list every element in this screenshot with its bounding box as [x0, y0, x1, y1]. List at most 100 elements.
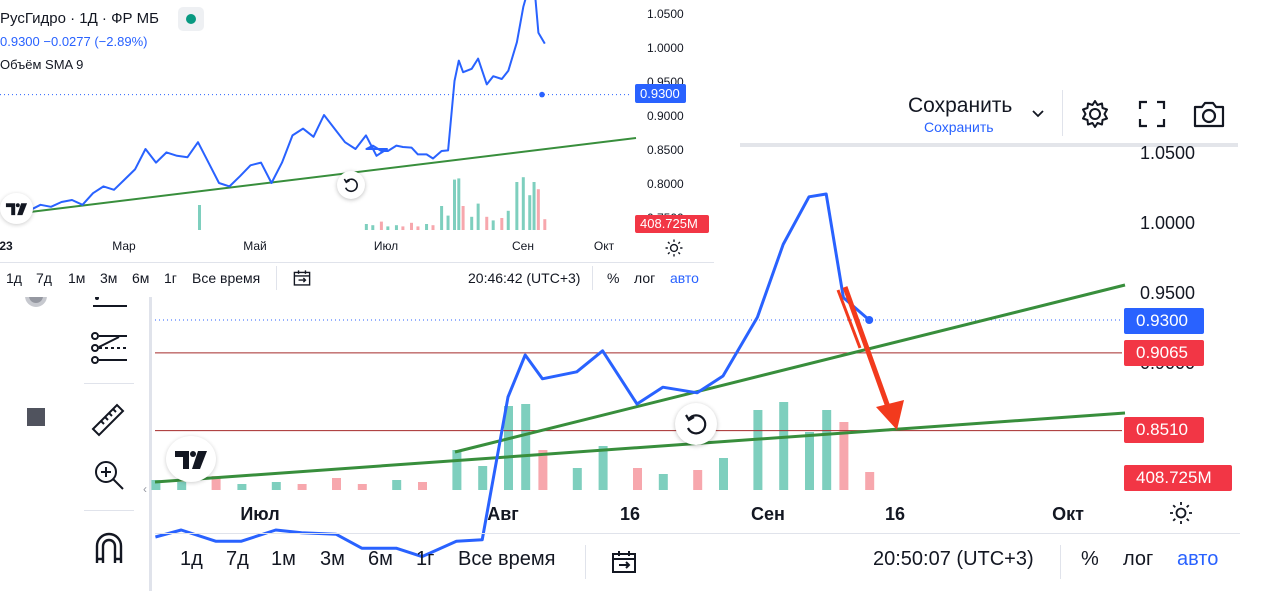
inset-current-price-badge: 0.9300 — [635, 84, 686, 103]
inset-volume-bar — [416, 226, 420, 230]
reset-chart-icon[interactable] — [675, 403, 717, 445]
bottom-bar-border — [155, 533, 1240, 534]
inset-log-toggle[interactable]: лог — [634, 270, 656, 286]
annotation-arrow — [836, 289, 862, 349]
volume-bar — [633, 468, 642, 490]
inset-volume-bar — [364, 224, 368, 230]
volume-bar — [719, 458, 728, 490]
header-bottom-border — [740, 143, 1238, 147]
volume-bar — [297, 484, 307, 490]
volume-badge: 408.725M — [1124, 465, 1232, 491]
gear-icon[interactable] — [1079, 98, 1111, 135]
time-axis-label: Июл — [240, 504, 279, 524]
volume-bar — [658, 474, 668, 490]
inset-volume-bar — [386, 226, 390, 230]
collapse-toolbar-icon[interactable]: ‹ — [143, 482, 147, 496]
magnet-icon[interactable] — [80, 529, 138, 569]
inset-price-axis-label: 1.0500 — [647, 7, 684, 21]
percent-toggle[interactable]: % — [1081, 548, 1099, 570]
inset-bottom-border — [0, 262, 714, 263]
fullscreen-icon[interactable] — [1138, 100, 1166, 133]
volume-bar — [521, 404, 531, 490]
inset-volume-bar — [461, 206, 465, 230]
inset-clock-label[interactable]: 20:46:42 (UTC+3) — [468, 270, 581, 286]
inset-volume-bar — [457, 178, 461, 230]
market-status-badge — [178, 7, 204, 31]
volume-bar — [452, 450, 462, 490]
inset-volume-bar — [543, 219, 547, 230]
save-button[interactable]: Сохранить — [908, 94, 1013, 117]
inset-bottom-divider — [276, 266, 277, 290]
inset-price-axis-label: 0.9000 — [647, 109, 684, 123]
market-open-dot — [186, 14, 196, 24]
inset-time-axis-label: Июл — [374, 239, 398, 253]
inset-timeframe-all[interactable]: Все время — [192, 270, 261, 286]
inset-chart-panel: 1.05001.00000.95000.90000.85000.80000.75… — [0, 0, 714, 297]
volume-bar — [151, 480, 161, 490]
current-price-badge: 0.9300 — [1124, 308, 1204, 334]
timeframe-1m[interactable]: 1м — [271, 548, 296, 570]
inset-volume-bar — [491, 220, 495, 230]
inset-percent-toggle[interactable]: % — [607, 270, 620, 286]
zoom-in-icon[interactable] — [80, 453, 138, 497]
volume-bar — [839, 422, 849, 490]
inset-chart-svg: 1.05001.00000.95000.90000.85000.80000.75… — [0, 0, 684, 253]
inset-timeframe-7d[interactable]: 7д — [36, 270, 52, 286]
toolbar-divider — [84, 510, 134, 511]
timeframe-3m[interactable]: 3м — [320, 548, 345, 570]
inset-volume-bar — [453, 179, 456, 230]
inset-volume-bar — [506, 210, 510, 230]
volume-bar — [693, 470, 703, 490]
date-range-icon[interactable] — [610, 549, 638, 580]
volume-bar — [478, 466, 488, 490]
annotation-arrow — [842, 286, 891, 408]
inset-volume-bar — [431, 225, 435, 230]
inset-timeframe-6m[interactable]: 6м — [132, 270, 150, 286]
stop-icon[interactable] — [27, 408, 45, 426]
volume-indicator-label[interactable]: Объём SMA 9 — [0, 57, 84, 72]
inset-timeframe-1y[interactable]: 1г — [164, 270, 177, 286]
timeframe-all[interactable]: Все время — [458, 548, 556, 570]
price-axis-label: 1.0500 — [1140, 143, 1195, 163]
inset-volume-bar — [371, 225, 375, 230]
volume-bar — [805, 432, 814, 490]
timeframe-7d[interactable]: 7д — [226, 548, 249, 570]
inset-volume-bar — [401, 226, 405, 230]
clock-label[interactable]: 20:50:07 (UTC+3) — [873, 548, 1034, 570]
inset-reset-chart-icon[interactable] — [337, 171, 365, 199]
time-axis-settings-icon[interactable] — [1168, 500, 1194, 531]
volume-bar — [332, 478, 341, 490]
volume-bar — [392, 480, 402, 490]
volume-bar — [271, 482, 281, 490]
timeframe-6m[interactable]: 6м — [368, 548, 393, 570]
pitchfork-tool-icon[interactable] — [80, 328, 138, 368]
tradingview-logo — [166, 436, 216, 482]
camera-icon[interactable] — [1192, 99, 1226, 134]
inset-price-axis-label: 1.0000 — [647, 41, 684, 55]
toolbar-border — [149, 296, 152, 591]
trend-line — [454, 283, 1126, 454]
timeframe-1y[interactable]: 1г — [416, 548, 435, 570]
inset-timeframe-1d[interactable]: 1д — [6, 270, 22, 286]
log-toggle[interactable]: лог — [1123, 548, 1154, 570]
symbol-title[interactable]: РусГидро · 1Д · ФР МБ — [0, 10, 160, 27]
level-price-badge: 0.9065 — [1124, 340, 1204, 366]
price-series-line — [155, 192, 871, 559]
inset-timeframe-1m[interactable]: 1м — [68, 270, 86, 286]
auto-toggle[interactable]: авто — [1177, 548, 1219, 570]
inset-volume-bar — [379, 221, 383, 230]
inset-axis-settings-icon[interactable] — [664, 238, 684, 263]
inset-volume-bar — [515, 182, 519, 230]
inset-auto-toggle[interactable]: авто — [670, 270, 699, 286]
inset-volume-bar — [198, 205, 201, 230]
inset-date-range-icon[interactable] — [292, 269, 312, 292]
timeframe-1d[interactable]: 1д — [180, 548, 203, 570]
time-axis-label: 16 — [620, 504, 640, 524]
inset-last-price-dot — [539, 91, 545, 98]
lines-tool-icon[interactable] — [80, 293, 138, 315]
chevron-down-icon[interactable] — [1031, 106, 1045, 124]
inset-timeframe-3m[interactable]: 3м — [100, 270, 118, 286]
ruler-icon[interactable] — [80, 397, 138, 441]
chart-header: Сохранить Сохранить — [740, 86, 1238, 147]
